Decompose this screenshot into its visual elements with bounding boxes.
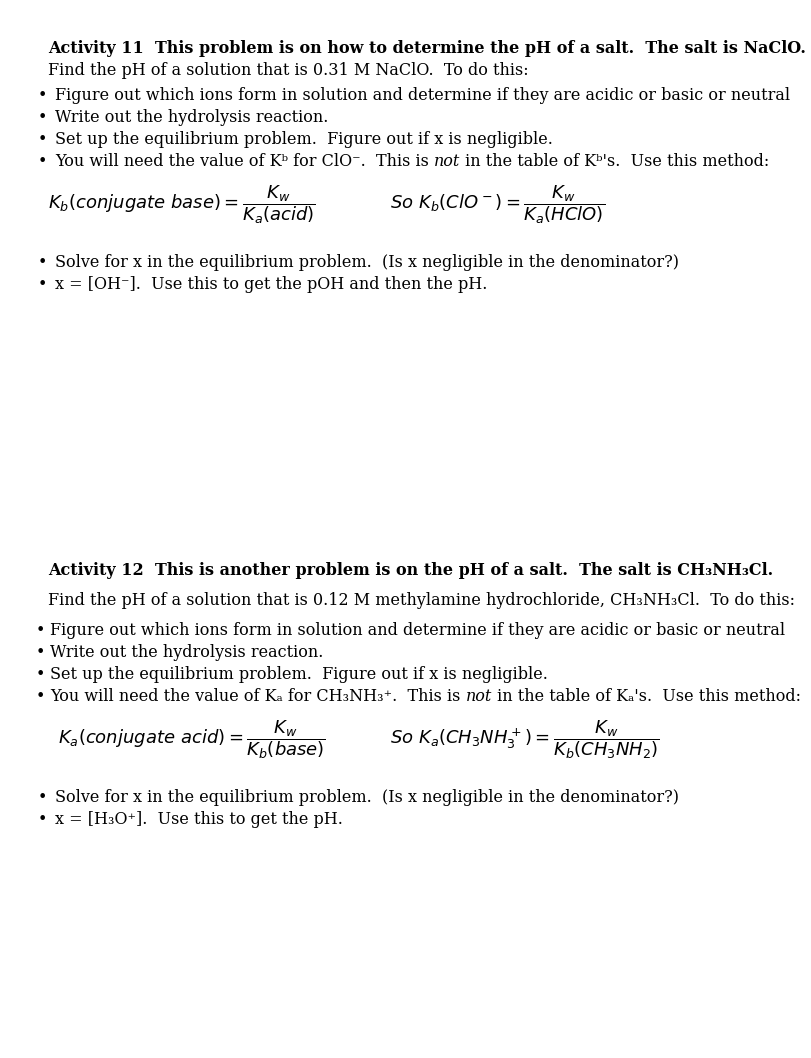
Text: x = [OH⁻].  Use this to get the pOH and then the pH.: x = [OH⁻]. Use this to get the pOH and t…	[55, 276, 487, 293]
Text: •: •	[36, 622, 45, 639]
Text: •: •	[38, 254, 47, 271]
Text: Figure out which ions form in solution and determine if they are acidic or basic: Figure out which ions form in solution a…	[50, 622, 784, 639]
Text: not: not	[465, 688, 491, 705]
Text: Write out the hydrolysis reaction.: Write out the hydrolysis reaction.	[55, 109, 328, 126]
Text: •: •	[36, 688, 45, 705]
Text: $So\ K_b(ClO^-) = \dfrac{K_w}{K_a(HClO)}$: $So\ K_b(ClO^-) = \dfrac{K_w}{K_a(HClO)}…	[389, 183, 604, 225]
Text: Find the pH of a solution that is 0.31 M NaClO.  To do this:: Find the pH of a solution that is 0.31 M…	[48, 62, 528, 79]
Text: •: •	[38, 276, 47, 293]
Text: •: •	[38, 87, 47, 104]
Text: $K_a(conjugate\ acid) = \dfrac{K_w}{K_b(base)}$: $K_a(conjugate\ acid) = \dfrac{K_w}{K_b(…	[58, 718, 325, 761]
Text: Activity 12  This is another problem is on the pH of a salt.  The salt is CH₃NH₃: Activity 12 This is another problem is o…	[48, 562, 772, 579]
Text: Find the pH of a solution that is 0.12 M methylamine hydrochloride, CH₃NH₃Cl.  T: Find the pH of a solution that is 0.12 M…	[48, 592, 794, 609]
Text: Solve for x in the equilibrium problem.  (Is x negligible in the denominator?): Solve for x in the equilibrium problem. …	[55, 254, 678, 271]
Text: •: •	[38, 109, 47, 126]
Text: Write out the hydrolysis reaction.: Write out the hydrolysis reaction.	[50, 644, 323, 661]
Text: •: •	[38, 153, 47, 170]
Text: Figure out which ions form in solution and determine if they are acidic or basic: Figure out which ions form in solution a…	[55, 87, 789, 104]
Text: in the table of Kᵇ's.  Use this method:: in the table of Kᵇ's. Use this method:	[460, 153, 769, 170]
Text: not: not	[433, 153, 460, 170]
Text: •: •	[38, 789, 47, 806]
Text: •: •	[36, 644, 45, 661]
Text: •: •	[38, 131, 47, 148]
Text: You will need the value of Kᵇ for ClO⁻.  This is: You will need the value of Kᵇ for ClO⁻. …	[55, 153, 433, 170]
Text: $K_b(conjugate\ base) = \dfrac{K_w}{K_a(acid)}$: $K_b(conjugate\ base) = \dfrac{K_w}{K_a(…	[48, 183, 315, 225]
Text: $So\ K_a(CH_3NH_3^+) = \dfrac{K_w}{K_b(CH_3NH_2)}$: $So\ K_a(CH_3NH_3^+) = \dfrac{K_w}{K_b(C…	[389, 718, 659, 761]
Text: Set up the equilibrium problem.  Figure out if x is negligible.: Set up the equilibrium problem. Figure o…	[55, 131, 552, 148]
Text: Solve for x in the equilibrium problem.  (Is x negligible in the denominator?): Solve for x in the equilibrium problem. …	[55, 789, 678, 806]
Text: •: •	[38, 811, 47, 828]
Text: Activity 11  This problem is on how to determine the pH of a salt.  The salt is : Activity 11 This problem is on how to de…	[48, 40, 805, 57]
Text: x = [H₃O⁺].  Use this to get the pH.: x = [H₃O⁺]. Use this to get the pH.	[55, 811, 342, 828]
Text: Set up the equilibrium problem.  Figure out if x is negligible.: Set up the equilibrium problem. Figure o…	[50, 665, 547, 683]
Text: in the table of Kₐ's.  Use this method:: in the table of Kₐ's. Use this method:	[491, 688, 800, 705]
Text: •: •	[36, 665, 45, 683]
Text: You will need the value of Kₐ for CH₃NH₃⁺.  This is: You will need the value of Kₐ for CH₃NH₃…	[50, 688, 465, 705]
